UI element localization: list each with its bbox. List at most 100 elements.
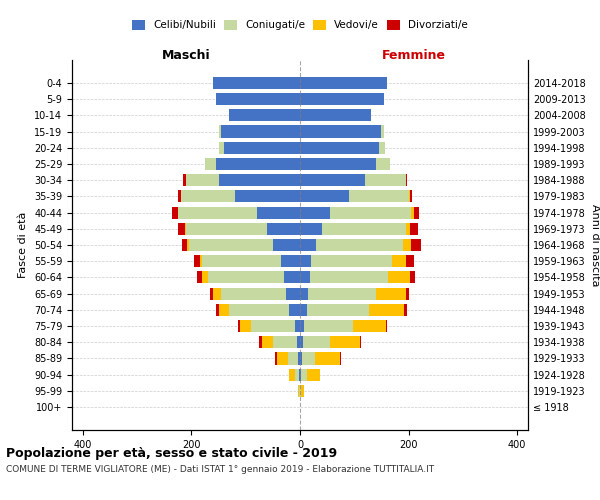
Bar: [300, 320, 304, 332]
Bar: [300, 352, 302, 364]
Bar: [218, 304, 229, 316]
Bar: [301, 385, 304, 397]
Bar: [300, 336, 303, 348]
Bar: [406, 222, 410, 235]
Text: Maschi: Maschi: [161, 49, 211, 62]
Bar: [316, 239, 403, 251]
Bar: [221, 288, 286, 300]
Bar: [365, 174, 406, 186]
Bar: [353, 320, 386, 332]
Bar: [268, 222, 300, 235]
Text: Popolazione per età, sesso e stato civile - 2019: Popolazione per età, sesso e stato civil…: [6, 448, 337, 460]
Bar: [235, 190, 300, 202]
Bar: [300, 385, 301, 397]
Bar: [299, 385, 300, 397]
Bar: [300, 109, 371, 122]
Bar: [205, 158, 216, 170]
Bar: [304, 320, 353, 332]
Bar: [414, 206, 419, 218]
Bar: [218, 142, 224, 154]
Bar: [183, 174, 186, 186]
Bar: [300, 304, 307, 316]
Bar: [221, 126, 300, 138]
Bar: [300, 93, 384, 105]
Bar: [300, 222, 322, 235]
Bar: [410, 190, 412, 202]
Text: Femmine: Femmine: [382, 49, 446, 62]
Y-axis label: Anni di nascita: Anni di nascita: [589, 204, 599, 286]
Bar: [273, 239, 300, 251]
Bar: [376, 288, 406, 300]
Bar: [376, 158, 389, 170]
Bar: [410, 272, 415, 283]
Bar: [409, 190, 410, 202]
Bar: [301, 368, 307, 381]
Bar: [410, 222, 418, 235]
Bar: [172, 206, 178, 218]
Bar: [340, 352, 341, 364]
Bar: [295, 320, 300, 332]
Bar: [360, 336, 361, 348]
Bar: [202, 272, 208, 283]
Bar: [262, 336, 273, 348]
Bar: [406, 174, 407, 186]
Bar: [311, 255, 392, 268]
Bar: [213, 77, 300, 89]
Bar: [406, 288, 409, 300]
Bar: [300, 158, 376, 170]
Bar: [404, 304, 407, 316]
Bar: [298, 385, 299, 397]
Bar: [299, 368, 300, 381]
Bar: [194, 255, 200, 268]
Bar: [259, 336, 262, 348]
Bar: [300, 174, 365, 186]
Bar: [300, 368, 301, 381]
Bar: [238, 320, 240, 332]
Bar: [287, 352, 298, 364]
Bar: [300, 190, 349, 202]
Bar: [216, 304, 218, 316]
Bar: [208, 272, 284, 283]
Bar: [277, 352, 287, 364]
Bar: [216, 93, 300, 105]
Bar: [315, 352, 340, 364]
Bar: [182, 239, 187, 251]
Legend: Celibi/Nubili, Coniugati/e, Vedovi/e, Divorziati/e: Celibi/Nubili, Coniugati/e, Vedovi/e, Di…: [129, 17, 471, 34]
Bar: [216, 158, 300, 170]
Bar: [213, 288, 221, 300]
Bar: [388, 272, 410, 283]
Bar: [295, 368, 299, 381]
Bar: [229, 304, 289, 316]
Bar: [392, 255, 406, 268]
Bar: [200, 255, 202, 268]
Bar: [289, 304, 300, 316]
Bar: [300, 126, 382, 138]
Bar: [240, 320, 251, 332]
Bar: [284, 272, 300, 283]
Bar: [211, 288, 213, 300]
Bar: [300, 272, 310, 283]
Bar: [218, 174, 300, 186]
Bar: [178, 222, 185, 235]
Bar: [369, 304, 404, 316]
Bar: [310, 272, 388, 283]
Bar: [411, 206, 414, 218]
Bar: [202, 255, 281, 268]
Bar: [300, 288, 308, 300]
Bar: [330, 336, 360, 348]
Bar: [178, 206, 257, 218]
Bar: [178, 190, 181, 202]
Bar: [251, 320, 295, 332]
Bar: [186, 222, 268, 235]
Bar: [349, 190, 409, 202]
Bar: [298, 352, 300, 364]
Bar: [300, 239, 316, 251]
Bar: [289, 368, 295, 381]
Bar: [300, 142, 379, 154]
Bar: [382, 126, 384, 138]
Bar: [379, 142, 385, 154]
Bar: [181, 190, 235, 202]
Bar: [197, 272, 202, 283]
Bar: [275, 352, 277, 364]
Y-axis label: Fasce di età: Fasce di età: [19, 212, 28, 278]
